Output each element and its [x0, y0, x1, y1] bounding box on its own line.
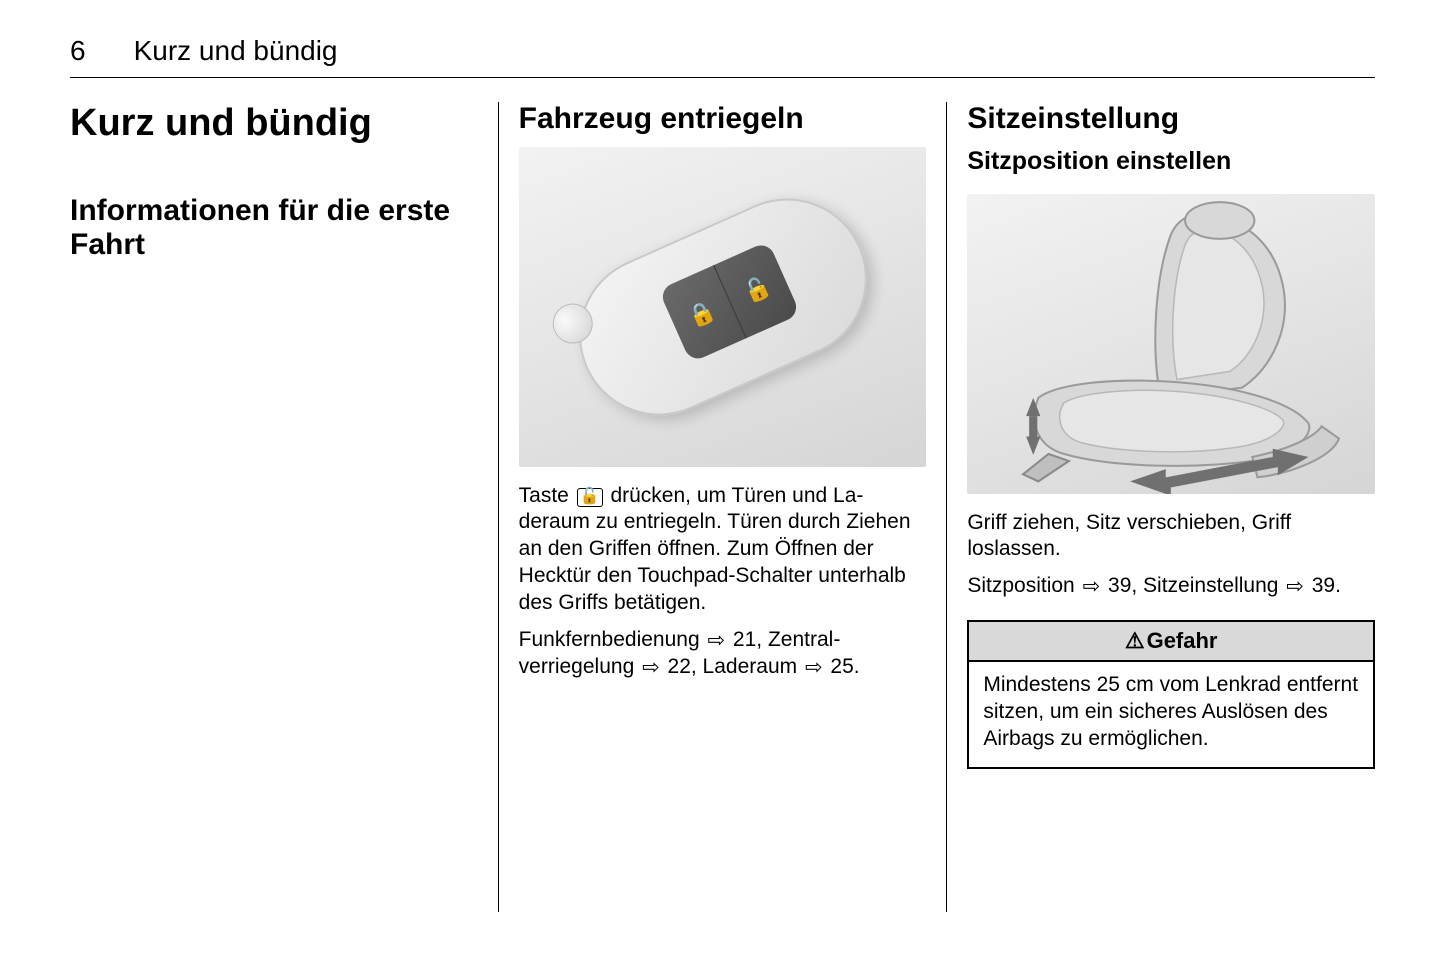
text-fragment: Taste [519, 484, 575, 507]
seat-headrest [1185, 202, 1254, 239]
subsection-title-seat-position: Sitzposition einstellen [967, 147, 1375, 176]
unlock-icon: 🔓 [577, 488, 603, 507]
keyfob-button-panel: 🔒 🔓 [658, 240, 800, 362]
page-header: 6 Kurz und bündig [70, 35, 1375, 78]
figure-keyfob: 🔒 🔓 [519, 147, 927, 467]
seat-release-handle [1023, 453, 1069, 481]
keyfob-illustration: 🔒 🔓 [553, 172, 892, 440]
ref-arrow-icon: ⇨ [707, 628, 725, 655]
section-title-seat: Sitzeinstellung [967, 102, 1375, 137]
section-title-unlock: Fahrzeug entriegeln [519, 102, 927, 137]
ref-arrow-icon: ⇨ [1286, 574, 1304, 601]
warning-box: ⚠Gefahr Mindestens 25 cm vom Lenkrad ent… [967, 620, 1375, 769]
text-fragment: Funkfernbedienung [519, 628, 706, 651]
unlock-paragraph-2: Funkfernbedienung ⇨ 21, Zentral­verriege… [519, 627, 927, 681]
running-title: Kurz und bündig [134, 35, 338, 67]
warning-icon: ⚠ [1125, 628, 1145, 653]
warning-header: ⚠Gefahr [969, 622, 1373, 662]
ref-arrow-icon: ⇨ [642, 655, 660, 682]
text-fragment: Sitzposition [967, 574, 1080, 597]
text-fragment: 25. [825, 655, 860, 678]
warning-title: Gefahr [1147, 628, 1218, 653]
warning-body: Mindestens 25 cm vom Lenkrad entfernt si… [969, 662, 1373, 767]
ref-arrow-icon: ⇨ [1083, 574, 1101, 601]
ref-arrow-icon: ⇨ [805, 655, 823, 682]
seat-illustration [967, 194, 1375, 494]
chapter-title: Kurz und bündig [70, 102, 478, 146]
section-title-first-drive: Informationen für die erste Fahrt [70, 194, 478, 263]
text-fragment: 22, Laderaum [662, 655, 803, 678]
text-fragment: 39. [1306, 574, 1341, 597]
page-number: 6 [70, 35, 86, 67]
seat-paragraph-1: Griff ziehen, Sitz verschieben, Griff lo… [967, 510, 1375, 564]
text-fragment: 39, Sitzeinstellung [1102, 574, 1284, 597]
seat-paragraph-2: Sitzposition ⇨ 39, Sitzeinstellung ⇨ 39. [967, 573, 1375, 600]
figure-seat [967, 194, 1375, 494]
column-3: Sitzeinstellung Sitzposition einstellen [947, 102, 1375, 912]
column-2: Fahrzeug entriegeln 🔒 🔓 Taste 🔓 drücken,… [499, 102, 947, 912]
content-columns: Kurz und bündig Informationen für die er… [70, 102, 1375, 912]
unlock-paragraph-1: Taste 🔓 drücken, um Türen und La­deraum … [519, 483, 927, 617]
column-1: Kurz und bündig Informationen für die er… [70, 102, 498, 912]
